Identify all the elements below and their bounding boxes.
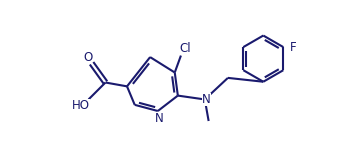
Text: HO: HO <box>72 99 90 112</box>
Text: Cl: Cl <box>179 42 191 55</box>
Text: O: O <box>83 51 93 64</box>
Text: N: N <box>155 112 164 125</box>
Text: N: N <box>202 93 211 106</box>
Text: F: F <box>290 41 297 54</box>
